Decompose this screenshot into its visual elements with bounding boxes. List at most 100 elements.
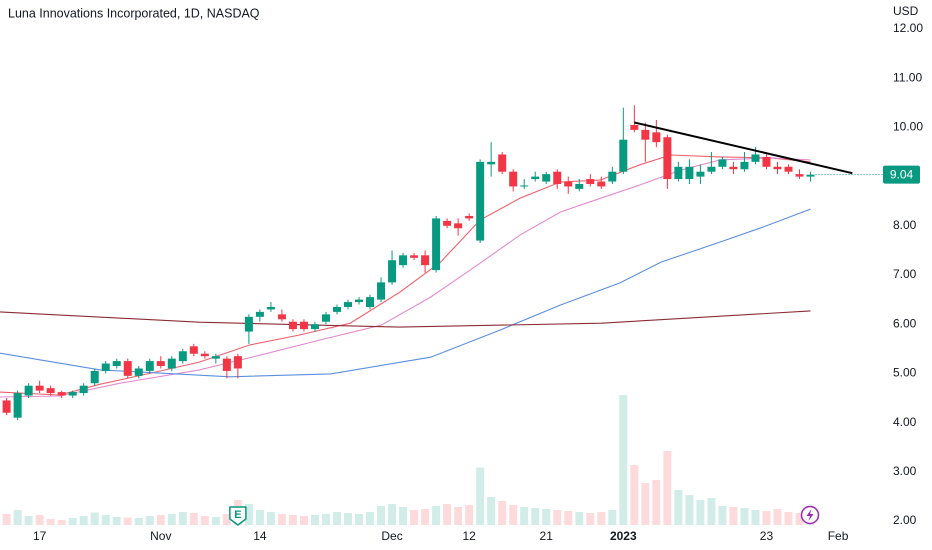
volume-bar [663, 451, 672, 525]
candle-body [68, 392, 77, 396]
volume-bar [189, 513, 198, 525]
volume-bar [277, 514, 286, 525]
candle-body [321, 314, 330, 322]
moving-average [0, 208, 811, 378]
candle-body [388, 260, 397, 283]
volume-bar [344, 513, 352, 525]
candle-body [685, 166, 694, 180]
volume-bar [321, 514, 330, 525]
volume-bar [718, 506, 727, 525]
y-tick-label: 2.00 [893, 513, 917, 527]
y-tick-label: 6.00 [893, 316, 917, 330]
volume-bar [332, 512, 341, 525]
candle-body [277, 314, 286, 320]
candle-body [443, 220, 452, 226]
volume-bar [266, 512, 275, 525]
x-tick-label: Nov [150, 529, 171, 543]
candle-body [641, 129, 650, 140]
candle-body [619, 139, 628, 172]
candle-body [586, 179, 595, 184]
volume-bar [112, 517, 121, 525]
alert-icon [800, 505, 820, 525]
candle-body [465, 215, 474, 219]
trendline [634, 121, 853, 175]
volume-bar [134, 518, 143, 525]
currency-label: USD [893, 4, 919, 18]
candle-body [806, 174, 815, 177]
candle-body [13, 393, 22, 418]
volume-bar [68, 518, 77, 525]
candle-body [630, 124, 639, 130]
volume-bar [200, 516, 209, 525]
volume-bar [498, 501, 507, 525]
candle-body [377, 282, 386, 300]
volume-bar [630, 465, 639, 525]
candle-body [57, 392, 66, 396]
candle-body [189, 346, 198, 354]
candle-body [608, 171, 617, 182]
candle-body [123, 361, 132, 376]
volume-bar [178, 512, 187, 525]
volume-bar [729, 507, 738, 525]
volume-bar [90, 512, 99, 525]
volume-bar [79, 516, 88, 525]
volume-bar [762, 511, 771, 525]
volume-bar [740, 508, 749, 525]
volume-bar [608, 510, 617, 525]
candle-body [795, 174, 804, 177]
volume-bar [652, 480, 661, 525]
volume-bar [795, 513, 804, 525]
volume-bar [575, 512, 584, 525]
y-tick-label: 3.00 [893, 464, 917, 478]
x-tick-label: 14 [253, 529, 267, 543]
candle-body [663, 137, 672, 180]
candle-body [211, 356, 220, 359]
volume-bar [299, 516, 308, 525]
candle-body [531, 176, 540, 180]
candle-body [740, 161, 749, 170]
candle-body [597, 181, 606, 187]
volume-bar [222, 514, 231, 525]
chart-title: Luna Innovations Incorporated, 1D, NASDA… [8, 6, 260, 20]
candle-body [288, 321, 297, 330]
volume-bar [145, 516, 154, 525]
candle-body [729, 166, 738, 170]
candle-body [344, 302, 352, 307]
y-tick-label: 5.00 [893, 366, 917, 380]
candle-body [498, 154, 507, 172]
x-tick-label: Feb [828, 529, 849, 543]
candle-body [46, 388, 55, 394]
volume-bar [542, 509, 551, 525]
candle-body [564, 181, 573, 187]
candle-body [410, 255, 419, 258]
candle-body [178, 351, 187, 362]
candle-body [355, 299, 364, 303]
volume-bar [553, 510, 562, 525]
volume-bar [388, 504, 397, 525]
candle-body [421, 255, 430, 266]
candle-body [487, 161, 496, 165]
candle-body [509, 171, 518, 187]
candle-body [762, 156, 771, 167]
candle-body [2, 400, 11, 413]
candle-body [718, 159, 727, 167]
volume-bar [24, 516, 33, 525]
candle-body [674, 166, 683, 180]
volume-bar [751, 510, 760, 525]
candle-body [432, 218, 441, 271]
volume-bar [310, 515, 319, 525]
moving-average [0, 310, 811, 328]
candle-body [652, 132, 661, 143]
volume-bar [586, 513, 595, 525]
candle-body [310, 324, 319, 330]
volume-bar [531, 508, 540, 525]
candle-body [112, 361, 121, 367]
volume-bar [784, 512, 793, 525]
volume-bar [487, 497, 496, 525]
last-price-box [883, 165, 920, 184]
volume-bar [619, 395, 628, 525]
volume-bar [674, 490, 683, 525]
volume-bar [421, 509, 430, 525]
